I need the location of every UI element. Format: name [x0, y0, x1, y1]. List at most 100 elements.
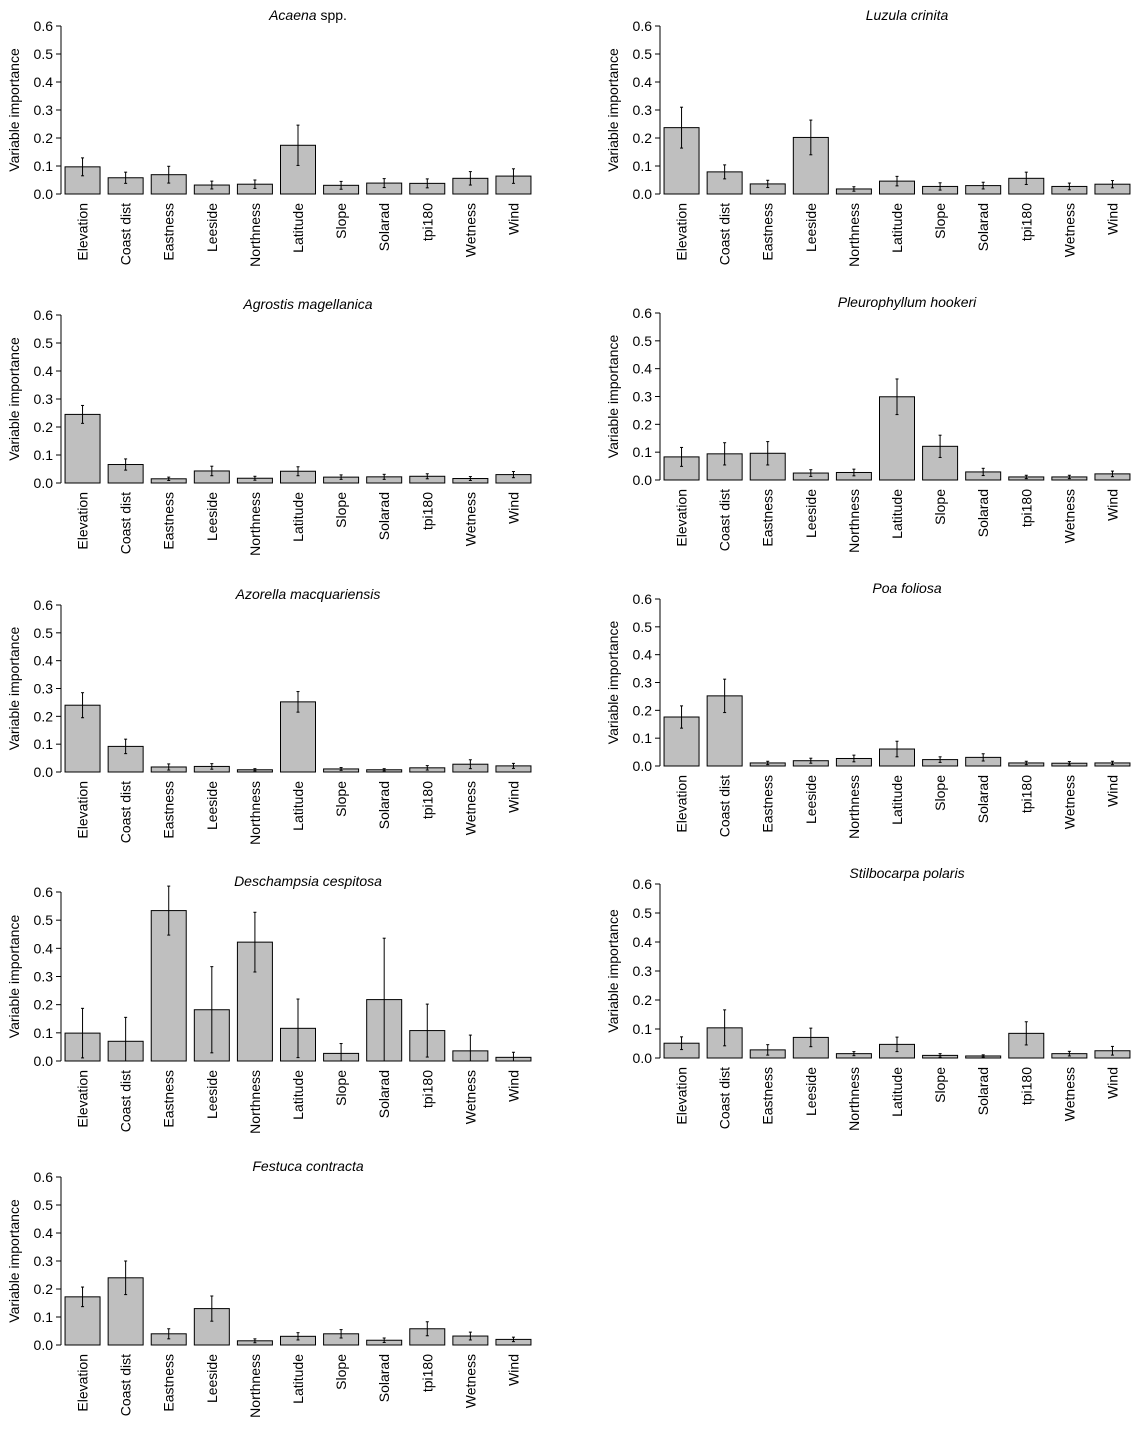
x-category-label: Wetness [1061, 203, 1077, 257]
x-category-label: Elevation [674, 203, 690, 261]
x-category-label: Wind [505, 1070, 521, 1102]
bar-elevation [64, 413, 101, 484]
y-tick-label: 0.0 [34, 1053, 54, 1069]
y-tick-label: 0.4 [633, 934, 653, 950]
chart-panel-3: Agrostis magellanica 0.0 0.1 0.2 0.3 0.4 0.5 0.… [6, 296, 532, 556]
chart-title: Poa foliosa [872, 580, 941, 596]
x-category-label: Northness [846, 489, 862, 553]
y-tick-label: 0.4 [633, 361, 653, 377]
y-axis-label: Variable importance [6, 915, 22, 1039]
x-category-label: Solarad [975, 489, 991, 537]
x-category-label: Wetness [1061, 1067, 1077, 1121]
y-tick-label: 0.6 [34, 307, 54, 323]
x-category-label: Slope [932, 1067, 948, 1103]
x-category-label: Leeside [204, 1070, 220, 1119]
y-tick-label: 0.3 [633, 102, 653, 118]
x-category-label: Elevation [674, 1067, 690, 1125]
x-category-label: Leeside [204, 781, 220, 830]
y-tick-label: 0.3 [34, 1253, 54, 1269]
bar-eastness [150, 910, 187, 1062]
chart-title: Azorella macquariensis [235, 586, 381, 602]
x-category-label: Latitude [290, 203, 306, 253]
y-tick-label: 0.4 [34, 74, 54, 90]
x-category-label: Leeside [803, 489, 819, 538]
chart-title-italic: Deschampsia cespitosa [234, 873, 382, 889]
x-category-label: Wetness [462, 492, 478, 546]
y-tick-label: 0.5 [34, 1197, 54, 1213]
y-tick-label: 0.1 [34, 158, 54, 174]
chart-title-italic: Agrostis magellanica [242, 296, 372, 312]
x-category-label: Coast dist [118, 1354, 134, 1416]
y-tick-label: 0.2 [633, 130, 653, 146]
y-tick-label: 0.0 [633, 758, 653, 774]
y-tick-label: 0.1 [633, 730, 653, 746]
x-category-label: Eastness [760, 489, 776, 547]
y-tick-label: 0.5 [34, 625, 54, 641]
y-tick-label: 0.3 [633, 963, 653, 979]
x-category-label: Coast dist [717, 1067, 733, 1129]
x-category-label: Slope [333, 1354, 349, 1390]
x-category-label: Elevation [674, 775, 690, 833]
y-tick-label: 0.0 [633, 1050, 653, 1066]
x-category-label: tpi180 [419, 781, 435, 819]
x-category-label: Eastness [760, 775, 776, 833]
x-category-label: Coast dist [118, 781, 134, 843]
y-tick-label: 0.5 [633, 333, 653, 349]
x-category-label: tpi180 [419, 1070, 435, 1108]
chart-title-plain: spp. [317, 7, 347, 23]
chart-title: Deschampsia cespitosa [234, 873, 382, 889]
y-tick-label: 0.3 [633, 675, 653, 691]
x-category-label: Solarad [975, 1067, 991, 1115]
y-tick-label: 0.6 [34, 884, 54, 900]
x-category-label: Latitude [889, 489, 905, 539]
x-category-label: Wind [1104, 775, 1120, 807]
x-category-label: Solarad [376, 781, 392, 829]
chart-panel-4: Pleurophyllum hookeri 0.0 0.1 0.2 0.3 0.4 0.5 0… [605, 294, 1131, 553]
x-category-label: Wind [1104, 1067, 1120, 1099]
y-axis-label: Variable importance [605, 335, 621, 459]
x-category-label: Eastness [161, 781, 177, 839]
y-tick-label: 0.3 [34, 391, 54, 407]
y-axis-label: Variable importance [605, 48, 621, 172]
x-category-label: Coast dist [717, 775, 733, 837]
x-category-label: Coast dist [118, 492, 134, 554]
y-tick-label: 0.6 [34, 18, 54, 34]
y-tick-label: 0.6 [34, 597, 54, 613]
x-category-label: tpi180 [1018, 489, 1034, 527]
chart-title: Luzula crinita [866, 7, 949, 23]
chart-title-italic: Pleurophyllum hookeri [838, 294, 977, 310]
chart-title-italic: Luzula crinita [866, 7, 949, 23]
y-tick-label: 0.5 [633, 905, 653, 921]
chart-title: Stilbocarpa polaris [849, 865, 964, 881]
chart-panel-8: Stilbocarpa polaris 0.0 0.1 0.2 0.3 0.4 0.5 0.6… [605, 865, 1131, 1131]
x-category-label: Eastness [161, 203, 177, 261]
y-tick-label: 0.3 [34, 681, 54, 697]
x-category-label: Wind [1104, 203, 1120, 235]
x-category-label: Wind [505, 492, 521, 524]
y-tick-label: 0.1 [633, 1021, 653, 1037]
chart-title-italic: Festuca contracta [252, 1158, 363, 1174]
x-category-label: Wetness [462, 203, 478, 257]
x-category-label: Leeside [803, 775, 819, 824]
y-axis-label: Variable importance [605, 909, 621, 1033]
x-category-label: Northness [247, 203, 263, 267]
y-tick-label: 0.2 [34, 419, 54, 435]
x-category-label: Northness [247, 1070, 263, 1134]
x-category-label: tpi180 [419, 203, 435, 241]
y-axis-label: Variable importance [6, 627, 22, 751]
x-category-label: Elevation [75, 1070, 91, 1128]
x-category-label: Eastness [760, 203, 776, 261]
y-tick-label: 0.1 [34, 1025, 54, 1041]
y-tick-label: 0.2 [34, 997, 54, 1013]
y-tick-label: 0.4 [633, 74, 653, 90]
y-tick-label: 0.1 [633, 444, 653, 460]
y-tick-label: 0.2 [633, 702, 653, 718]
x-category-label: tpi180 [1018, 203, 1034, 241]
x-category-label: Coast dist [717, 489, 733, 551]
y-tick-label: 0.4 [34, 653, 54, 669]
x-category-label: Elevation [75, 1354, 91, 1412]
y-tick-label: 0.1 [633, 158, 653, 174]
x-category-label: Leeside [803, 203, 819, 252]
y-tick-label: 0.5 [34, 912, 54, 928]
bar-latitude [280, 701, 316, 773]
